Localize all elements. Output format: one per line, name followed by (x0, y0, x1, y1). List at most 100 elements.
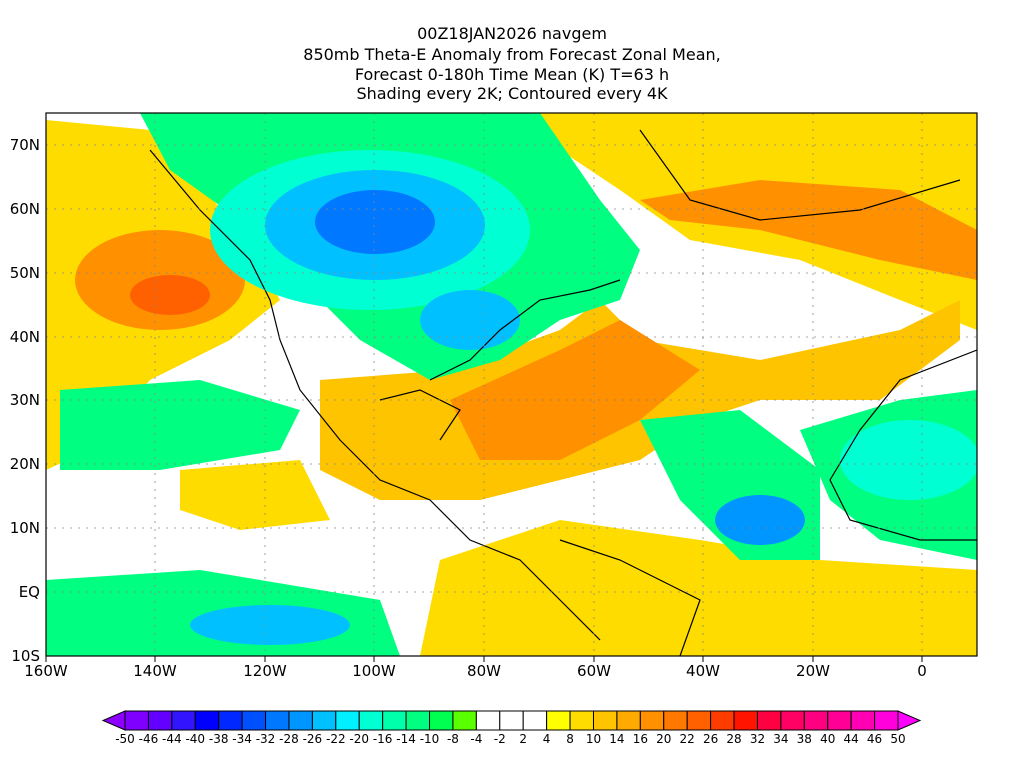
coastlines (149, 129, 977, 656)
lat-label: EQ (18, 583, 40, 601)
cold-core-tropical-atlantic (715, 495, 805, 545)
lon-label: 0 (917, 662, 927, 680)
warm-core-north-atlantic (640, 180, 977, 280)
colorbar-box (710, 710, 735, 731)
cold-core-canada (315, 190, 435, 254)
lon-label: 80W (467, 662, 501, 680)
colorbar-box (663, 710, 688, 731)
colorbar-box (335, 710, 360, 731)
colorbar-label: -14 (396, 732, 416, 746)
lat-label: 10N (9, 519, 40, 537)
colorbar-box (311, 710, 337, 731)
colorbar-box (803, 710, 829, 731)
plot-frame (45, 112, 978, 657)
colorbar-label: -2 (493, 732, 506, 746)
colorbar-label: 46 (866, 732, 883, 746)
colorbar-box (522, 710, 548, 731)
colorbar-label: -46 (138, 732, 159, 746)
lat-label: 50N (9, 264, 40, 282)
lon-label: 140W (133, 662, 177, 680)
lat-label: 30N (9, 391, 40, 409)
lon-label: 40W (686, 662, 720, 680)
map-plot (45, 112, 978, 662)
cold-region-subtropical-pacific (60, 380, 300, 470)
colorbar-label: -34 (232, 732, 252, 746)
warm-region-south-america (420, 520, 977, 656)
colorbar-label: -22 (326, 732, 346, 746)
colorbar-low-arrow (101, 710, 126, 731)
colorbar-label: 44 (843, 732, 859, 746)
lat-label: 10S (11, 647, 40, 665)
colorbar-label: 4 (542, 732, 551, 746)
lat-label: 40N (9, 328, 40, 346)
colorbar-box (452, 710, 477, 731)
colorbar-label: -50 (115, 732, 135, 746)
colorbar-box (241, 710, 267, 731)
colorbar-label: 40 (820, 732, 836, 746)
colorbar-label: 26 (702, 732, 719, 746)
colorbar-box (382, 710, 407, 731)
lon-label: 120W (243, 662, 287, 680)
colorbar-box (358, 710, 384, 731)
colorbar-high-arrow (897, 710, 922, 731)
colorbar-box (405, 710, 431, 731)
colorbar-box (499, 710, 524, 731)
colorbar-box (288, 710, 313, 731)
lat-label: 60N (9, 200, 40, 218)
warm-max-gulf-of-alaska (130, 275, 210, 315)
lon-label: 160W (24, 662, 68, 680)
colorbar-box (265, 710, 290, 731)
colorbar-label: 16 (632, 732, 648, 746)
title-run: 00Z18JAN2026 navgem (417, 24, 607, 43)
colorbar-box (546, 710, 571, 731)
colorbar-box (429, 710, 454, 731)
colorbar-label: -8 (446, 732, 459, 746)
lat-label: 70N (9, 136, 40, 154)
warm-core-caribbean (450, 320, 700, 460)
colorbar-box (124, 710, 149, 731)
colorbar-label: 38 (796, 732, 812, 746)
warm-region-eastern-pacific (180, 460, 330, 530)
title-forecast: Forecast 0-180h Time Mean (K) T=63 h (354, 65, 670, 84)
colorbar-label: -38 (208, 732, 229, 746)
colorbar-box (686, 710, 712, 731)
colorbar-box (780, 710, 805, 731)
colorbar-label: -10 (419, 732, 440, 746)
colorbar-label: -32 (255, 732, 276, 746)
colorbar-label: 32 (749, 732, 766, 746)
colorbar-label: -16 (372, 732, 393, 746)
colorbar-label: 8 (566, 732, 574, 746)
colorbar-box (147, 710, 173, 731)
colorbar-box (616, 710, 641, 731)
lon-label: 100W (352, 662, 396, 680)
colorbar-label: 28 (726, 732, 742, 746)
colorbar-box (850, 710, 876, 731)
colorbar-label: -20 (349, 732, 370, 746)
colorbar-box (475, 710, 501, 731)
colorbar-box (827, 710, 852, 731)
colorbar-label: -40 (185, 732, 206, 746)
title-shading: Shading every 2K; Contoured every 4K (356, 84, 668, 103)
cold-core-equatorial-pacific (190, 605, 350, 645)
lat-label: 20N (9, 455, 40, 473)
colorbar-box (639, 710, 665, 731)
colorbar-box (592, 710, 618, 731)
colorbar-box (733, 710, 758, 731)
colorbar-box (218, 710, 243, 731)
cold-region-great-lakes (420, 290, 520, 350)
colorbar-label: 10 (585, 732, 602, 746)
colorbar-label: 20 (656, 732, 672, 746)
title-field: 850mb Theta-E Anomaly from Forecast Zona… (303, 45, 721, 64)
cold-region-sahara (840, 420, 977, 500)
colorbar-label: 22 (679, 732, 695, 746)
colorbar-box (171, 710, 196, 731)
colorbar-label: -26 (302, 732, 323, 746)
colorbar-label: 34 (773, 732, 789, 746)
colorbar-label: 14 (609, 732, 625, 746)
colorbar-box (874, 710, 899, 731)
colorbar-box (569, 710, 594, 731)
colorbar-label: -4 (470, 732, 483, 746)
colorbar-box (756, 710, 782, 731)
lon-label: 20W (796, 662, 830, 680)
colorbar-box (194, 710, 220, 731)
